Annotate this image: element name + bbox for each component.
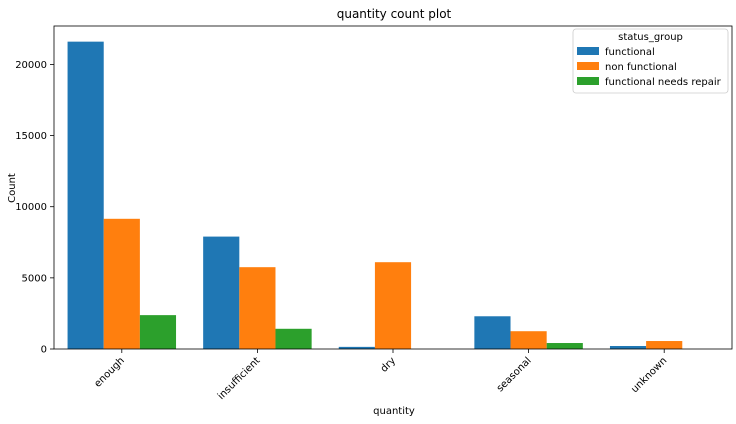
legend-swatch-functional-needs-repair — [577, 77, 599, 85]
legend-title: status_group — [618, 32, 683, 43]
legend: status_group functional non functional func… — [572, 28, 729, 94]
bar-unknown-functional — [609, 346, 647, 349]
legend-swatch-non-functional — [577, 62, 599, 70]
bar-seasonal-non-functional — [510, 331, 547, 349]
legend-label-functional-needs-repair: functional needs repair — [605, 77, 722, 88]
y-tick-label: 15000 — [15, 131, 47, 142]
bar-enough-functional — [67, 41, 104, 350]
bar-enough-functional-needs-repair — [139, 315, 177, 349]
x-tick-label-seasonal: seasonal — [495, 355, 534, 394]
bar-dry-functional — [338, 346, 375, 349]
y-tick-label: 0 — [41, 345, 47, 356]
x-tick-label-enough: enough — [93, 355, 127, 389]
bar-seasonal-functional — [474, 316, 511, 349]
bar-enough-non-functional — [103, 218, 140, 349]
y-axis-title: Count — [7, 173, 18, 203]
y-tick-label: 5000 — [22, 273, 47, 284]
plot-area — [53, 25, 733, 350]
y-tick-label: 10000 — [15, 202, 47, 213]
x-tick-label-dry: dry — [379, 355, 398, 374]
x-axis-title: quantity — [373, 406, 415, 417]
y-tick-label: 20000 — [15, 60, 47, 71]
bar-insufficient-functional-needs-repair — [275, 328, 312, 349]
legend-label-non-functional: non functional — [605, 62, 677, 73]
legend-label-functional: functional — [605, 47, 655, 58]
bar-insufficient-non-functional — [239, 267, 276, 349]
bar-unknown-non-functional — [646, 341, 683, 349]
x-tick-label-unknown: unknown — [629, 355, 669, 395]
bar-dry-non-functional — [374, 262, 412, 349]
y-axis: 0 5000 10000 15000 20000 — [15, 60, 54, 356]
bar-insufficient-functional — [203, 236, 240, 349]
chart-title: quantity count plot — [337, 7, 452, 21]
x-tick-label-insufficient: insufficient — [216, 355, 263, 402]
legend-swatch-functional — [577, 47, 599, 55]
legend-box — [572, 28, 729, 94]
bar-seasonal-functional-needs-repair — [546, 343, 583, 349]
x-axis: enough insufficient dry seasonal unknown — [93, 349, 669, 402]
